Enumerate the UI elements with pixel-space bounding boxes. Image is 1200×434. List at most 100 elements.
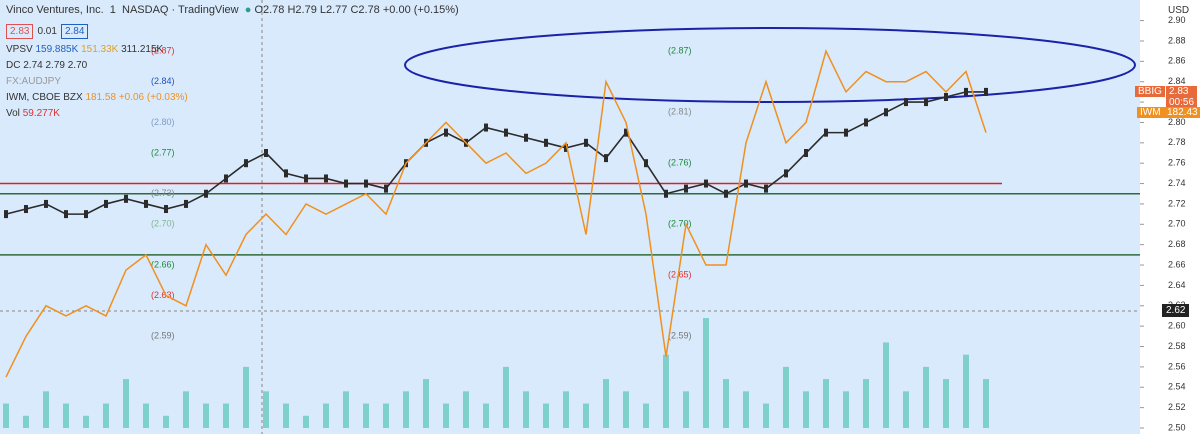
iwm-price: 182.43 bbox=[1164, 107, 1200, 118]
candle bbox=[144, 199, 148, 208]
price-annotation: (2.59) bbox=[151, 331, 175, 341]
candle bbox=[744, 179, 748, 188]
candle bbox=[724, 189, 728, 198]
value: 181.58 +0.06 (+0.03%) bbox=[85, 92, 188, 103]
candle bbox=[384, 184, 388, 193]
volume-bar bbox=[863, 379, 869, 428]
y-tick-label: 2.86 bbox=[1168, 56, 1186, 66]
y-tick-label: 2.66 bbox=[1168, 259, 1186, 269]
price-annotation: (2.76) bbox=[668, 158, 692, 168]
candle bbox=[664, 189, 668, 198]
y-tick-label: 2.74 bbox=[1168, 178, 1186, 188]
price-annotation: (2.66) bbox=[151, 259, 175, 269]
candle bbox=[704, 179, 708, 188]
candle bbox=[984, 87, 988, 96]
fx-row: FX:AUDJPY bbox=[6, 76, 62, 87]
y-tick-label: 2.54 bbox=[1168, 382, 1186, 392]
y-tick-label: 2.58 bbox=[1168, 341, 1186, 351]
y-tick-label: 2.52 bbox=[1168, 402, 1186, 412]
symbol: Vinco Ventures, Inc. bbox=[6, 4, 104, 16]
volume-bar bbox=[763, 403, 769, 428]
candle bbox=[324, 174, 328, 183]
y-tick-label: 2.56 bbox=[1168, 361, 1186, 371]
candle bbox=[224, 174, 228, 183]
volume-bar bbox=[443, 403, 449, 428]
volume-bar bbox=[623, 391, 629, 428]
candle bbox=[804, 149, 808, 158]
candle bbox=[884, 108, 888, 117]
volume-bar bbox=[183, 391, 189, 428]
value: 311.215K bbox=[121, 44, 164, 55]
title-row: Vinco Ventures, Inc. 1 NASDAQ · TradingV… bbox=[6, 4, 459, 16]
candle bbox=[504, 128, 508, 137]
volume-bar bbox=[243, 366, 249, 428]
volume-bar bbox=[423, 379, 429, 428]
candle bbox=[924, 98, 928, 107]
candle bbox=[904, 98, 908, 107]
candle bbox=[44, 199, 48, 208]
volume-bar bbox=[603, 379, 609, 428]
y-tick-label: 2.78 bbox=[1168, 137, 1186, 147]
volume-bar bbox=[823, 379, 829, 428]
candle bbox=[204, 189, 208, 198]
candle bbox=[484, 123, 488, 132]
axis-bg bbox=[1140, 0, 1200, 434]
plot-bg bbox=[0, 0, 1140, 434]
volume-bar bbox=[343, 391, 349, 428]
candle bbox=[4, 210, 8, 219]
countdown: 00:56 bbox=[1169, 97, 1195, 108]
volume-bar bbox=[263, 391, 269, 428]
candle bbox=[444, 128, 448, 137]
candle bbox=[844, 128, 848, 137]
volume-bar bbox=[543, 403, 549, 428]
volume-bar bbox=[3, 403, 9, 428]
currency[interactable]: USD bbox=[1168, 5, 1190, 16]
candle bbox=[864, 118, 868, 127]
y-tick-label: 2.90 bbox=[1168, 15, 1186, 25]
y-tick-label: 2.50 bbox=[1168, 422, 1186, 432]
volume-bar bbox=[583, 403, 589, 428]
price-annotation: (2.73) bbox=[151, 188, 175, 198]
y-tick-label: 2.72 bbox=[1168, 198, 1186, 208]
y-tick-label: 2.64 bbox=[1168, 280, 1186, 290]
candle bbox=[644, 159, 648, 168]
candle bbox=[604, 154, 608, 163]
volume-bar bbox=[383, 403, 389, 428]
volume-bar bbox=[363, 403, 369, 428]
volume-bar bbox=[643, 403, 649, 428]
volume-bar bbox=[663, 354, 669, 428]
series-line bbox=[5, 91, 986, 215]
volume-bar bbox=[803, 391, 809, 428]
volume-bar bbox=[963, 354, 969, 428]
candle bbox=[564, 143, 568, 152]
volume-bar bbox=[63, 403, 69, 428]
y-tick-label: 2.68 bbox=[1168, 239, 1186, 249]
volume-bar bbox=[83, 415, 89, 428]
candle bbox=[944, 92, 948, 101]
volume-bar bbox=[163, 415, 169, 428]
candle bbox=[244, 159, 248, 168]
dc-row: DC 2.74 2.79 2.70 bbox=[6, 60, 87, 71]
volume-bar bbox=[203, 403, 209, 428]
price-annotation: (2.87) bbox=[668, 46, 692, 56]
ohlc: O2.78 H2.79 L2.77 C2.78 +0.00 (+0.15%) bbox=[254, 4, 459, 16]
volume-bar bbox=[703, 318, 709, 428]
candle bbox=[624, 128, 628, 137]
volume-bar bbox=[783, 366, 789, 428]
value: 151.33K bbox=[81, 44, 119, 55]
y-tick-label: 2.84 bbox=[1168, 76, 1186, 86]
candle bbox=[84, 210, 88, 219]
value: 2.79 bbox=[45, 60, 65, 71]
quote-row: 2.83 0.01 2.84 bbox=[6, 24, 92, 39]
candle bbox=[304, 174, 308, 183]
price-annotation: (2.63) bbox=[151, 290, 175, 300]
iwm-row: IWM, CBOE BZX 181.58 +0.06 (+0.03%) bbox=[6, 92, 188, 103]
volume-bar bbox=[503, 366, 509, 428]
ask[interactable]: 2.84 bbox=[60, 24, 89, 39]
volume-bar bbox=[683, 391, 689, 428]
bid[interactable]: 2.83 bbox=[6, 24, 34, 39]
volume-bar bbox=[883, 342, 889, 428]
y-tick-label: 2.88 bbox=[1168, 35, 1186, 45]
